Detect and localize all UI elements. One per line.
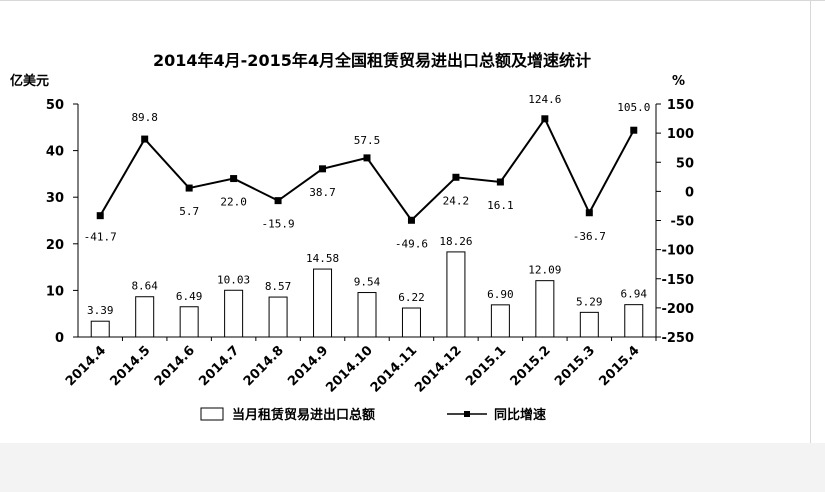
bar <box>490 304 510 338</box>
left-tick-label: 50 <box>46 98 64 113</box>
legend-bar-label: 当月租赁贸易进出口总额 <box>232 407 375 423</box>
line-value-label: -49.6 <box>395 237 428 250</box>
line-value-label: 22.0 <box>220 196 247 209</box>
x-tick-label: 2014.7 <box>196 343 242 389</box>
bar-value-label: 14.58 <box>306 252 339 265</box>
line-value-label: 16.1 <box>487 199 514 212</box>
bar <box>624 304 644 338</box>
line-marker <box>363 154 371 162</box>
bar-series <box>90 251 644 338</box>
bar <box>579 311 599 338</box>
line-series <box>96 115 638 224</box>
line-marker <box>630 126 638 134</box>
line-value-label: -15.9 <box>262 218 295 231</box>
bar <box>268 296 288 338</box>
x-tick-label: 2014.10 <box>323 343 375 395</box>
legend-line-label: 同比增速 <box>494 407 546 423</box>
line-marker <box>541 115 549 123</box>
combo-chart: 2014年4月-2015年4月全国租赁贸易进出口总额及增速统计 亿美元 % 50… <box>10 51 695 423</box>
left-tick-label: 20 <box>46 238 64 253</box>
bar-value-label: 8.57 <box>265 280 292 293</box>
bottom-band <box>0 443 825 492</box>
right-tick-label: 150 <box>667 98 694 113</box>
left-tick-label: 30 <box>46 191 64 206</box>
bar <box>90 320 110 338</box>
line-marker <box>96 212 104 220</box>
right-axis-unit: % <box>672 74 685 89</box>
bar-value-label: 8.64 <box>131 280 158 293</box>
bar <box>357 292 377 338</box>
line-value-label: -36.7 <box>573 230 606 243</box>
bar <box>224 289 244 338</box>
bar-value-label: 9.54 <box>354 276 381 289</box>
right-tick-label: -150 <box>661 273 694 288</box>
line-marker <box>185 184 193 192</box>
x-tick-label: 2014.6 <box>152 343 198 389</box>
legend-bar-swatch <box>200 407 224 421</box>
bar <box>446 251 466 338</box>
line-marker <box>230 175 238 183</box>
right-border <box>810 0 811 443</box>
legend: 当月租赁贸易进出口总额 同比增速 <box>200 407 546 423</box>
line-value-label: 89.8 <box>131 111 158 124</box>
x-tick-label: 2015.3 <box>552 343 598 389</box>
bar-value-label: 6.90 <box>487 288 514 301</box>
bar <box>179 306 199 338</box>
line-marker <box>496 178 504 186</box>
left-tick-label: 40 <box>46 145 64 160</box>
line-value-label: 124.6 <box>528 93 561 106</box>
line-value-label: 38.7 <box>309 186 336 199</box>
bar <box>135 296 155 338</box>
line-value-label: -41.7 <box>84 231 117 244</box>
line-value-label: 57.5 <box>354 134 381 147</box>
right-tick-label: -100 <box>661 244 694 259</box>
bar <box>535 280 555 338</box>
bar-value-label: 6.94 <box>621 288 648 301</box>
legend-line-marker <box>464 411 470 417</box>
line-value-label: 5.7 <box>179 205 199 218</box>
x-tick-label: 2015.2 <box>508 343 554 389</box>
line-marker <box>407 216 415 224</box>
right-tick-label: 50 <box>676 156 694 171</box>
bar-value-label: 5.29 <box>576 295 603 308</box>
bar <box>401 307 421 338</box>
bar-value-label: 10.03 <box>217 273 250 286</box>
top-border <box>0 0 825 1</box>
x-tick-label: 2014.8 <box>241 343 287 389</box>
left-axis-unit: 亿美元 <box>10 73 49 89</box>
x-tick-label: 2014.12 <box>412 343 464 395</box>
x-tick-label: 2015.4 <box>597 343 643 389</box>
x-tick-label: 2014.11 <box>368 343 420 395</box>
right-tick-label: -50 <box>671 215 695 230</box>
right-tick-label: -250 <box>661 331 694 346</box>
bar-value-label: 18.26 <box>439 235 472 248</box>
chart-title: 2014年4月-2015年4月全国租赁贸易进出口总额及增速统计 <box>153 51 591 70</box>
data-labels: 3.39 8.64 6.49 10.03 8.57 14.58 9.54 6.22 18.26 6… <box>84 93 651 317</box>
line-marker <box>319 165 327 173</box>
line-marker <box>274 197 282 205</box>
x-tick-label: 2014.5 <box>107 343 153 389</box>
line-marker <box>452 173 460 181</box>
line-value-label: 105.0 <box>617 101 650 114</box>
right-tick-label: 0 <box>685 185 694 200</box>
bar-value-label: 6.22 <box>398 291 425 304</box>
x-tick-label: 2014.9 <box>285 343 331 389</box>
right-tick-label: 100 <box>667 127 694 142</box>
line-marker <box>141 135 149 143</box>
bar-value-label: 3.39 <box>87 304 114 317</box>
left-tick-label: 10 <box>46 284 64 299</box>
bar <box>313 268 333 338</box>
x-tick-label: 2015.1 <box>463 343 509 389</box>
bar-value-label: 6.49 <box>176 290 203 303</box>
x-tick-label: 2014.4 <box>63 343 109 389</box>
line-marker <box>585 209 593 217</box>
bar-value-label: 12.09 <box>528 264 561 277</box>
left-tick-label: 0 <box>55 331 64 346</box>
line-value-label: 24.2 <box>443 194 470 207</box>
right-tick-label: -200 <box>661 302 694 317</box>
